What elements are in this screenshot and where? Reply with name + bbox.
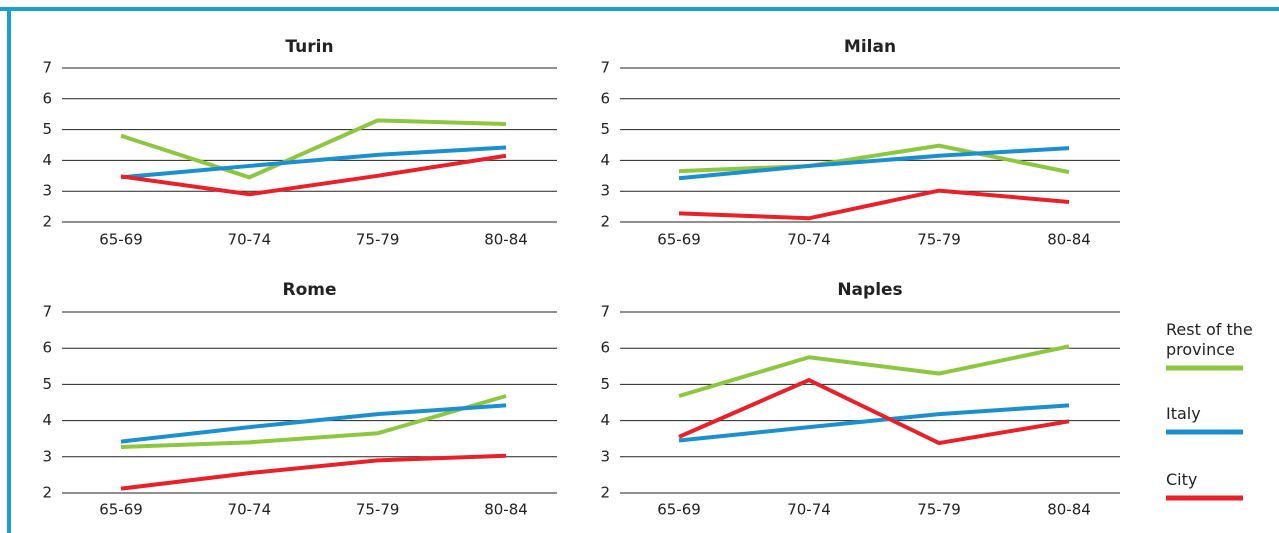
y-tick-label: 3 bbox=[600, 182, 610, 200]
chart-title: Rome bbox=[282, 280, 336, 300]
x-tick-label: 80-84 bbox=[484, 501, 528, 519]
y-tick-label: 5 bbox=[600, 120, 610, 138]
series-line bbox=[678, 377, 1070, 446]
x-tick-label: 80-84 bbox=[484, 231, 528, 249]
series-line bbox=[120, 118, 507, 180]
x-tick-label: 75-79 bbox=[917, 501, 961, 519]
y-tick-label: 4 bbox=[42, 411, 52, 429]
series-line bbox=[120, 403, 507, 444]
y-tick-label: 7 bbox=[42, 59, 52, 77]
series-line bbox=[678, 188, 1070, 221]
y-tick-label: 4 bbox=[600, 411, 610, 429]
y-tick-label: 4 bbox=[600, 151, 610, 169]
y-tick-label: 2 bbox=[600, 213, 610, 231]
x-tick-label: 70-74 bbox=[787, 501, 831, 519]
series-line bbox=[678, 143, 1070, 175]
y-tick-label: 3 bbox=[600, 447, 610, 465]
series-line bbox=[120, 145, 507, 180]
y-tick-label: 4 bbox=[42, 151, 52, 169]
x-tick-label: 75-79 bbox=[356, 501, 400, 519]
x-tick-label: 75-79 bbox=[356, 231, 400, 249]
y-tick-label: 3 bbox=[42, 182, 52, 200]
y-tick-label: 6 bbox=[42, 89, 52, 107]
x-tick-label: 70-74 bbox=[787, 231, 831, 249]
y-tick-label: 7 bbox=[600, 59, 610, 77]
x-tick-label: 65-69 bbox=[99, 501, 143, 519]
x-tick-label: 75-79 bbox=[917, 231, 961, 249]
y-tick-label: 7 bbox=[600, 303, 610, 321]
chart-title: Milan bbox=[844, 37, 896, 57]
y-tick-label: 2 bbox=[42, 484, 52, 502]
series-line bbox=[120, 453, 507, 491]
x-tick-label: 65-69 bbox=[99, 231, 143, 249]
chart-title: Turin bbox=[285, 37, 333, 57]
x-tick-label: 80-84 bbox=[1047, 501, 1091, 519]
y-tick-label: 6 bbox=[600, 89, 610, 107]
y-tick-label: 5 bbox=[42, 375, 52, 393]
series-line bbox=[120, 394, 507, 450]
y-tick-label: 5 bbox=[600, 375, 610, 393]
x-tick-label: 70-74 bbox=[228, 501, 272, 519]
series-line bbox=[120, 153, 507, 197]
legend-label: Italy bbox=[1166, 404, 1201, 423]
y-tick-label: 3 bbox=[42, 447, 52, 465]
y-tick-label: 6 bbox=[42, 339, 52, 357]
y-tick-label: 2 bbox=[600, 484, 610, 502]
x-tick-label: 65-69 bbox=[657, 231, 701, 249]
y-tick-label: 5 bbox=[42, 120, 52, 138]
y-tick-label: 6 bbox=[600, 339, 610, 357]
x-tick-label: 70-74 bbox=[228, 231, 272, 249]
series-line bbox=[678, 344, 1070, 398]
legend-label: City bbox=[1166, 470, 1198, 489]
series-line bbox=[678, 146, 1070, 181]
y-tick-label: 2 bbox=[42, 213, 52, 231]
x-tick-label: 65-69 bbox=[657, 501, 701, 519]
chart-title: Naples bbox=[837, 280, 902, 300]
x-tick-label: 80-84 bbox=[1047, 231, 1091, 249]
legend-label: Rest of the province bbox=[1166, 320, 1253, 359]
y-tick-label: 7 bbox=[42, 303, 52, 321]
series-line bbox=[678, 403, 1070, 443]
